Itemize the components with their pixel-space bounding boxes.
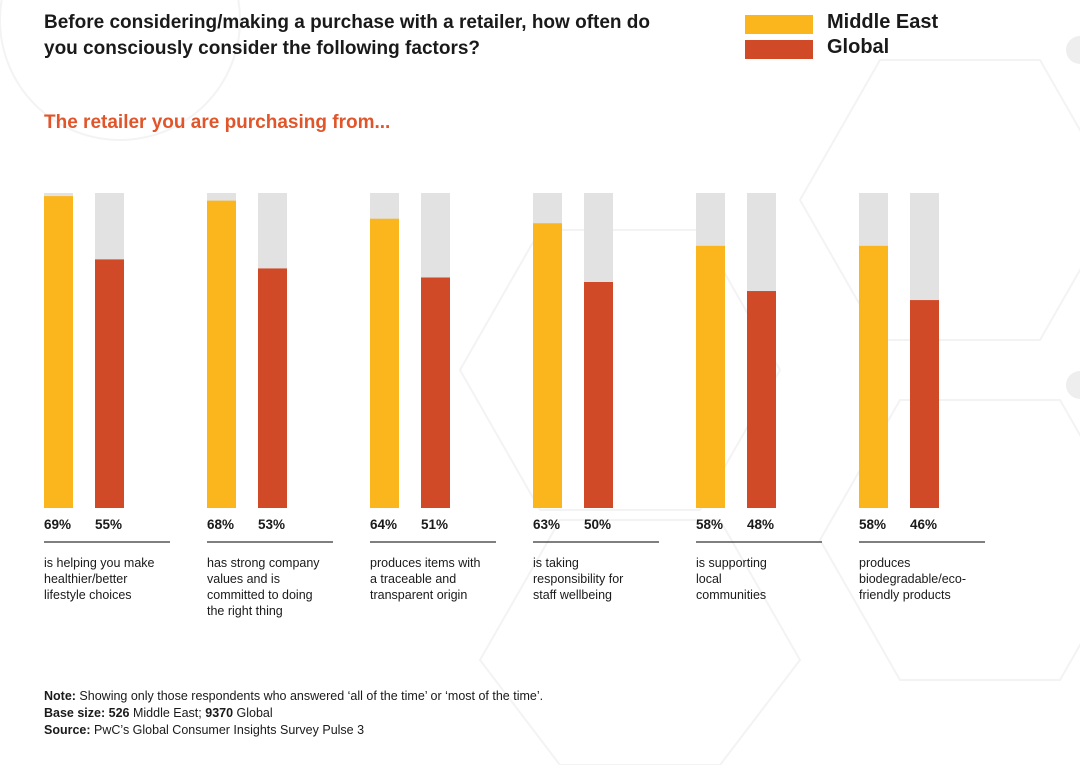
category-label-line: is helping you make	[44, 556, 155, 570]
legend-swatch-middle-east	[745, 15, 813, 34]
data-label-global: 50%	[584, 517, 611, 532]
bar-group: 63% 50% is taking responsibility for staff w…	[533, 193, 659, 602]
data-label-global: 48%	[747, 517, 774, 532]
bar-global	[910, 300, 939, 508]
note-text: Showing only those respondents who answe…	[75, 689, 544, 703]
category-label-line: staff wellbeing	[533, 588, 612, 602]
footnote-note: Note: Showing only those respondents who…	[44, 688, 543, 705]
data-label-global: 53%	[258, 517, 285, 532]
base-label: Base size:	[44, 706, 106, 720]
bar-global	[95, 259, 124, 508]
category-label: produces biodegradable/eco-friendly produ…	[859, 556, 966, 602]
data-label-global: 46%	[910, 517, 937, 532]
bar-middle-east	[370, 218, 399, 508]
bar-middle-east	[207, 200, 236, 508]
data-label-middle-east: 64%	[370, 517, 397, 532]
category-label-line: responsibility for	[533, 572, 623, 586]
bar-group: 69% 55% is helping you make healthier/bette…	[44, 193, 170, 602]
category-label-line: healthier/better	[44, 572, 127, 586]
legend-label-middle-east: Middle East	[827, 11, 939, 33]
chart-title: Before considering/making a purchase wit…	[44, 12, 651, 59]
category-label-line: is supporting	[696, 556, 767, 570]
category-label-line: communities	[696, 588, 766, 602]
footnote: Note: Showing only those respondents who…	[44, 688, 543, 739]
bar-middle-east	[696, 245, 725, 508]
category-label-line: produces items with	[370, 556, 481, 570]
bar-group: 64% 51% produces items with a traceable and…	[370, 193, 496, 602]
category-label: is helping you make healthier/better lifes…	[44, 556, 155, 602]
bar-group: 58% 46% produces biodegradable/eco-friendly…	[859, 193, 985, 602]
category-label: produces items with a traceable and transp…	[370, 556, 481, 602]
bar-global	[421, 277, 450, 508]
footnote-base-size: Base size: 526 Middle East; 9370 Global	[44, 705, 543, 722]
base-me-number: 526	[105, 706, 130, 720]
source-label: Source:	[44, 723, 91, 737]
bar-global	[747, 291, 776, 508]
footnote-source: Source: PwC’s Global Consumer Insights S…	[44, 722, 543, 739]
bar-middle-east	[533, 223, 562, 509]
data-label-global: 51%	[421, 517, 448, 532]
data-label-global: 55%	[95, 517, 122, 532]
category-label-line: biodegradable/eco-	[859, 572, 966, 586]
bar-group: 58% 48% is supporting local communities	[696, 193, 822, 602]
bar-global	[258, 268, 287, 508]
base-global-text: Global	[233, 706, 273, 720]
category-label-line: has strong company	[207, 556, 320, 570]
note-label: Note:	[44, 689, 76, 703]
base-global-number: 9370	[201, 706, 234, 720]
category-label: has strong company values and is committed…	[207, 556, 320, 618]
category-label-line: values and is	[207, 572, 280, 586]
category-label-line: a traceable and	[370, 572, 456, 586]
bar-global	[584, 282, 613, 508]
data-label-middle-east: 63%	[533, 517, 560, 532]
category-label-line: lifestyle choices	[44, 588, 132, 602]
data-label-middle-east: 68%	[207, 517, 234, 532]
bar-group: 68% 53% has strong company values and is com…	[207, 193, 333, 618]
category-label-line: local	[696, 572, 722, 586]
chart-subtitle: The retailer you are purchasing from...	[44, 112, 391, 133]
category-label: is taking responsibility for staff wellbei…	[533, 556, 623, 602]
legend-swatch-global	[745, 40, 813, 59]
data-label-middle-east: 69%	[44, 517, 71, 532]
bar-middle-east	[44, 196, 73, 508]
bar-middle-east	[859, 245, 888, 508]
data-label-middle-east: 58%	[696, 517, 723, 532]
source-text: PwC’s Global Consumer Insights Survey Pu…	[90, 723, 365, 737]
category-label-line: produces	[859, 556, 910, 570]
category-label-line: committed to doing	[207, 588, 313, 602]
category-label-line: transparent origin	[370, 588, 467, 602]
category-label-line: the right thing	[207, 604, 283, 618]
category-label-line: friendly products	[859, 588, 951, 602]
base-me-text: Middle East;	[129, 706, 202, 720]
legend-label-global: Global	[827, 36, 890, 58]
category-label-line: is taking	[533, 556, 579, 570]
data-label-middle-east: 58%	[859, 517, 886, 532]
category-label: is supporting local communities	[696, 556, 767, 602]
